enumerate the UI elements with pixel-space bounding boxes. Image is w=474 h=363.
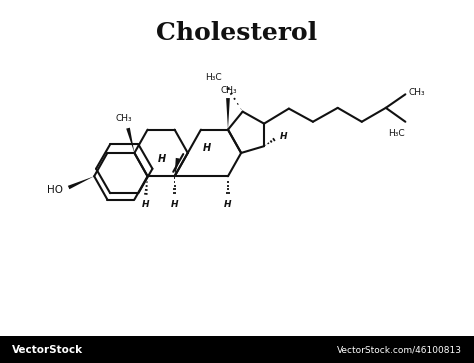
Polygon shape <box>174 158 180 176</box>
Text: H: H <box>224 200 232 209</box>
Text: VectorStock.com/46100813: VectorStock.com/46100813 <box>337 345 462 354</box>
Text: VectorStock: VectorStock <box>12 344 83 355</box>
Text: HO: HO <box>47 185 64 195</box>
Text: H₃C: H₃C <box>389 129 405 138</box>
Text: H: H <box>142 200 149 209</box>
Text: H₃C: H₃C <box>205 73 222 82</box>
Text: CH₃: CH₃ <box>115 114 132 123</box>
Polygon shape <box>126 128 135 153</box>
Polygon shape <box>68 176 94 189</box>
Text: Cholesterol: Cholesterol <box>156 21 318 45</box>
Text: H: H <box>203 143 211 153</box>
Polygon shape <box>226 98 230 130</box>
Text: H: H <box>280 131 287 140</box>
Text: CH₃: CH₃ <box>409 88 425 97</box>
Text: CH₃: CH₃ <box>220 86 237 95</box>
Text: H: H <box>171 200 178 209</box>
Text: H: H <box>158 154 166 164</box>
